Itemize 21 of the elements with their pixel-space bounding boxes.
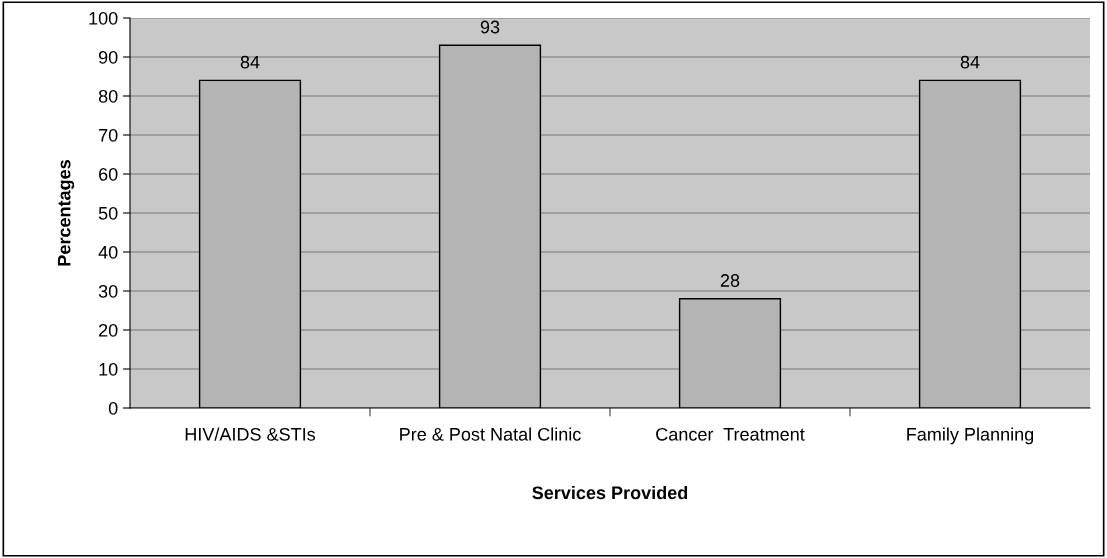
y-tick-label: 60 <box>99 167 118 181</box>
y-axis-title: Percentages <box>57 160 75 266</box>
y-tick-label: 100 <box>89 11 118 25</box>
data-label: 84 <box>240 55 260 69</box>
x-tick-label: HIV/AIDS &STIs <box>185 427 316 441</box>
y-tick-label: 70 <box>99 128 118 142</box>
y-tick-label: 80 <box>98 89 118 103</box>
x-tick-label: Cancer Treatment <box>656 427 805 441</box>
x-axis-title: Services Provided <box>532 485 688 500</box>
x-tick-label: Pre & Post Natal Clinic <box>400 427 581 441</box>
y-tick-label: 10 <box>99 362 118 376</box>
y-tick-label: 40 <box>98 245 118 259</box>
y-tick-label: 50 <box>98 206 118 220</box>
y-tick-label: 0 <box>108 401 118 415</box>
x-tick-label: Family Planning <box>907 427 1034 445</box>
data-label: 84 <box>960 55 980 69</box>
y-tick-label: 30 <box>98 284 118 298</box>
data-label: 93 <box>480 20 500 34</box>
data-label: 28 <box>720 274 740 287</box>
y-tick-label: 90 <box>98 50 118 64</box>
y-tick-label: 20 <box>99 323 118 337</box>
